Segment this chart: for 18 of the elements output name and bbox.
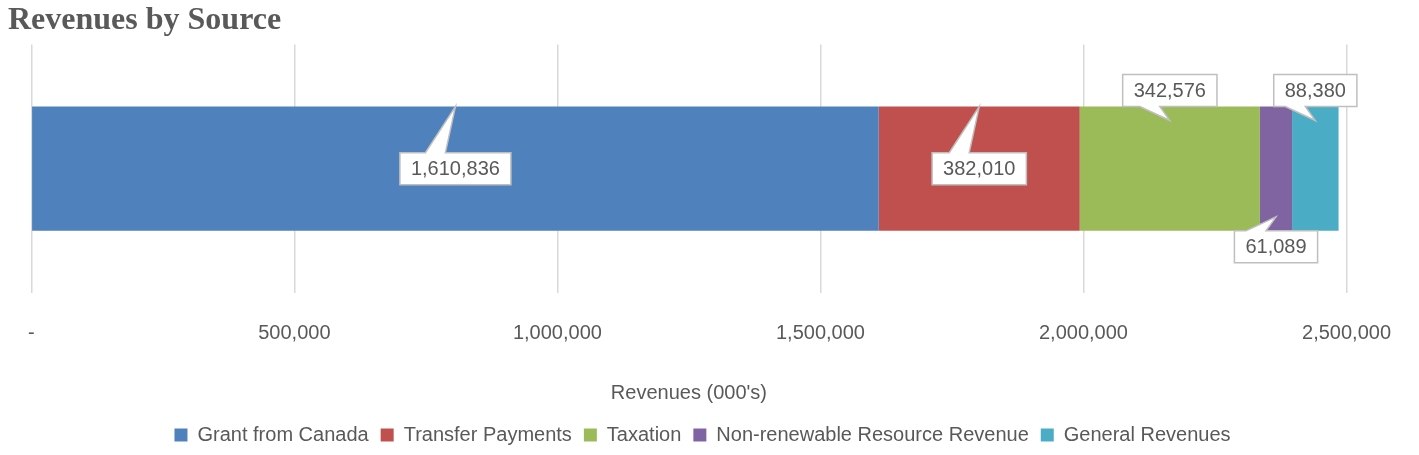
x-tick-label: 2,000,000 [1038, 320, 1128, 343]
data-label: 61,089 [1245, 235, 1307, 258]
x-axis-title: Revenues (000's) [610, 380, 767, 403]
x-tick-label: 1,500,000 [775, 320, 865, 343]
x-tick-label: - [27, 320, 35, 343]
chart-title: Revenues by Source [8, 0, 282, 37]
legend-label: General Revenues [1063, 422, 1231, 445]
x-tick-label: 1,000,000 [512, 320, 602, 343]
legend-label: Grant from Canada [197, 422, 370, 445]
data-label: 342,576 [1133, 79, 1206, 102]
legend-label: Taxation [606, 422, 682, 445]
x-tick-label: 2,500,000 [1302, 320, 1391, 343]
x-tick-label: 500,000 [258, 320, 331, 343]
data-label: 382,010 [943, 157, 1016, 180]
legend-label: Non-renewable Resource Revenue [716, 422, 1029, 445]
data-label: 1,610,836 [410, 157, 500, 180]
data-label: 88,380 [1284, 79, 1346, 102]
legend-label: Transfer Payments [403, 422, 572, 445]
